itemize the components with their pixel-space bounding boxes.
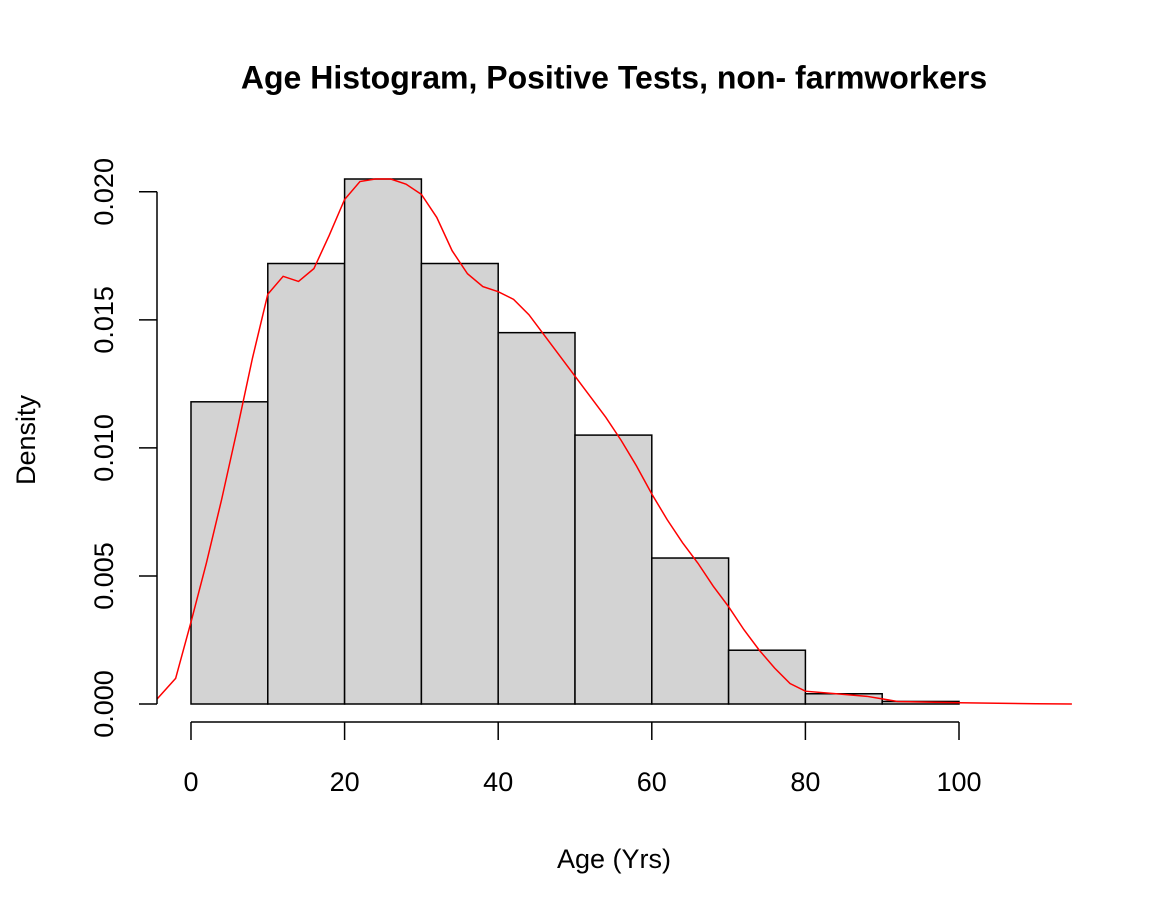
x-tick-label: 60 bbox=[637, 767, 667, 797]
bar bbox=[343, 178, 423, 705]
bar bbox=[497, 331, 576, 705]
y-tick-label: 0.020 bbox=[89, 158, 119, 226]
bar bbox=[574, 434, 653, 705]
y-tick-label: 0.015 bbox=[89, 286, 119, 354]
x-tick-label: 40 bbox=[483, 767, 513, 797]
y-tick-label: 0.000 bbox=[89, 670, 119, 738]
density-line bbox=[156, 178, 1072, 705]
bar bbox=[651, 557, 730, 705]
y-tick-label: 0.005 bbox=[89, 542, 119, 610]
bar bbox=[420, 262, 499, 705]
chart-title: Age Histogram, Positive Tests, non- farm… bbox=[241, 59, 987, 95]
x-tick-label: 0 bbox=[183, 767, 198, 797]
x-tick-label: 80 bbox=[790, 767, 820, 797]
y-axis-label: Density bbox=[11, 394, 41, 485]
bar bbox=[190, 401, 269, 705]
x-tick-label: 20 bbox=[330, 767, 360, 797]
bar bbox=[267, 262, 346, 705]
x-axis-label: Age (Yrs) bbox=[557, 844, 671, 874]
y-tick-label: 0.010 bbox=[89, 414, 119, 482]
x-tick-label: 100 bbox=[936, 767, 981, 797]
bar bbox=[804, 693, 883, 705]
